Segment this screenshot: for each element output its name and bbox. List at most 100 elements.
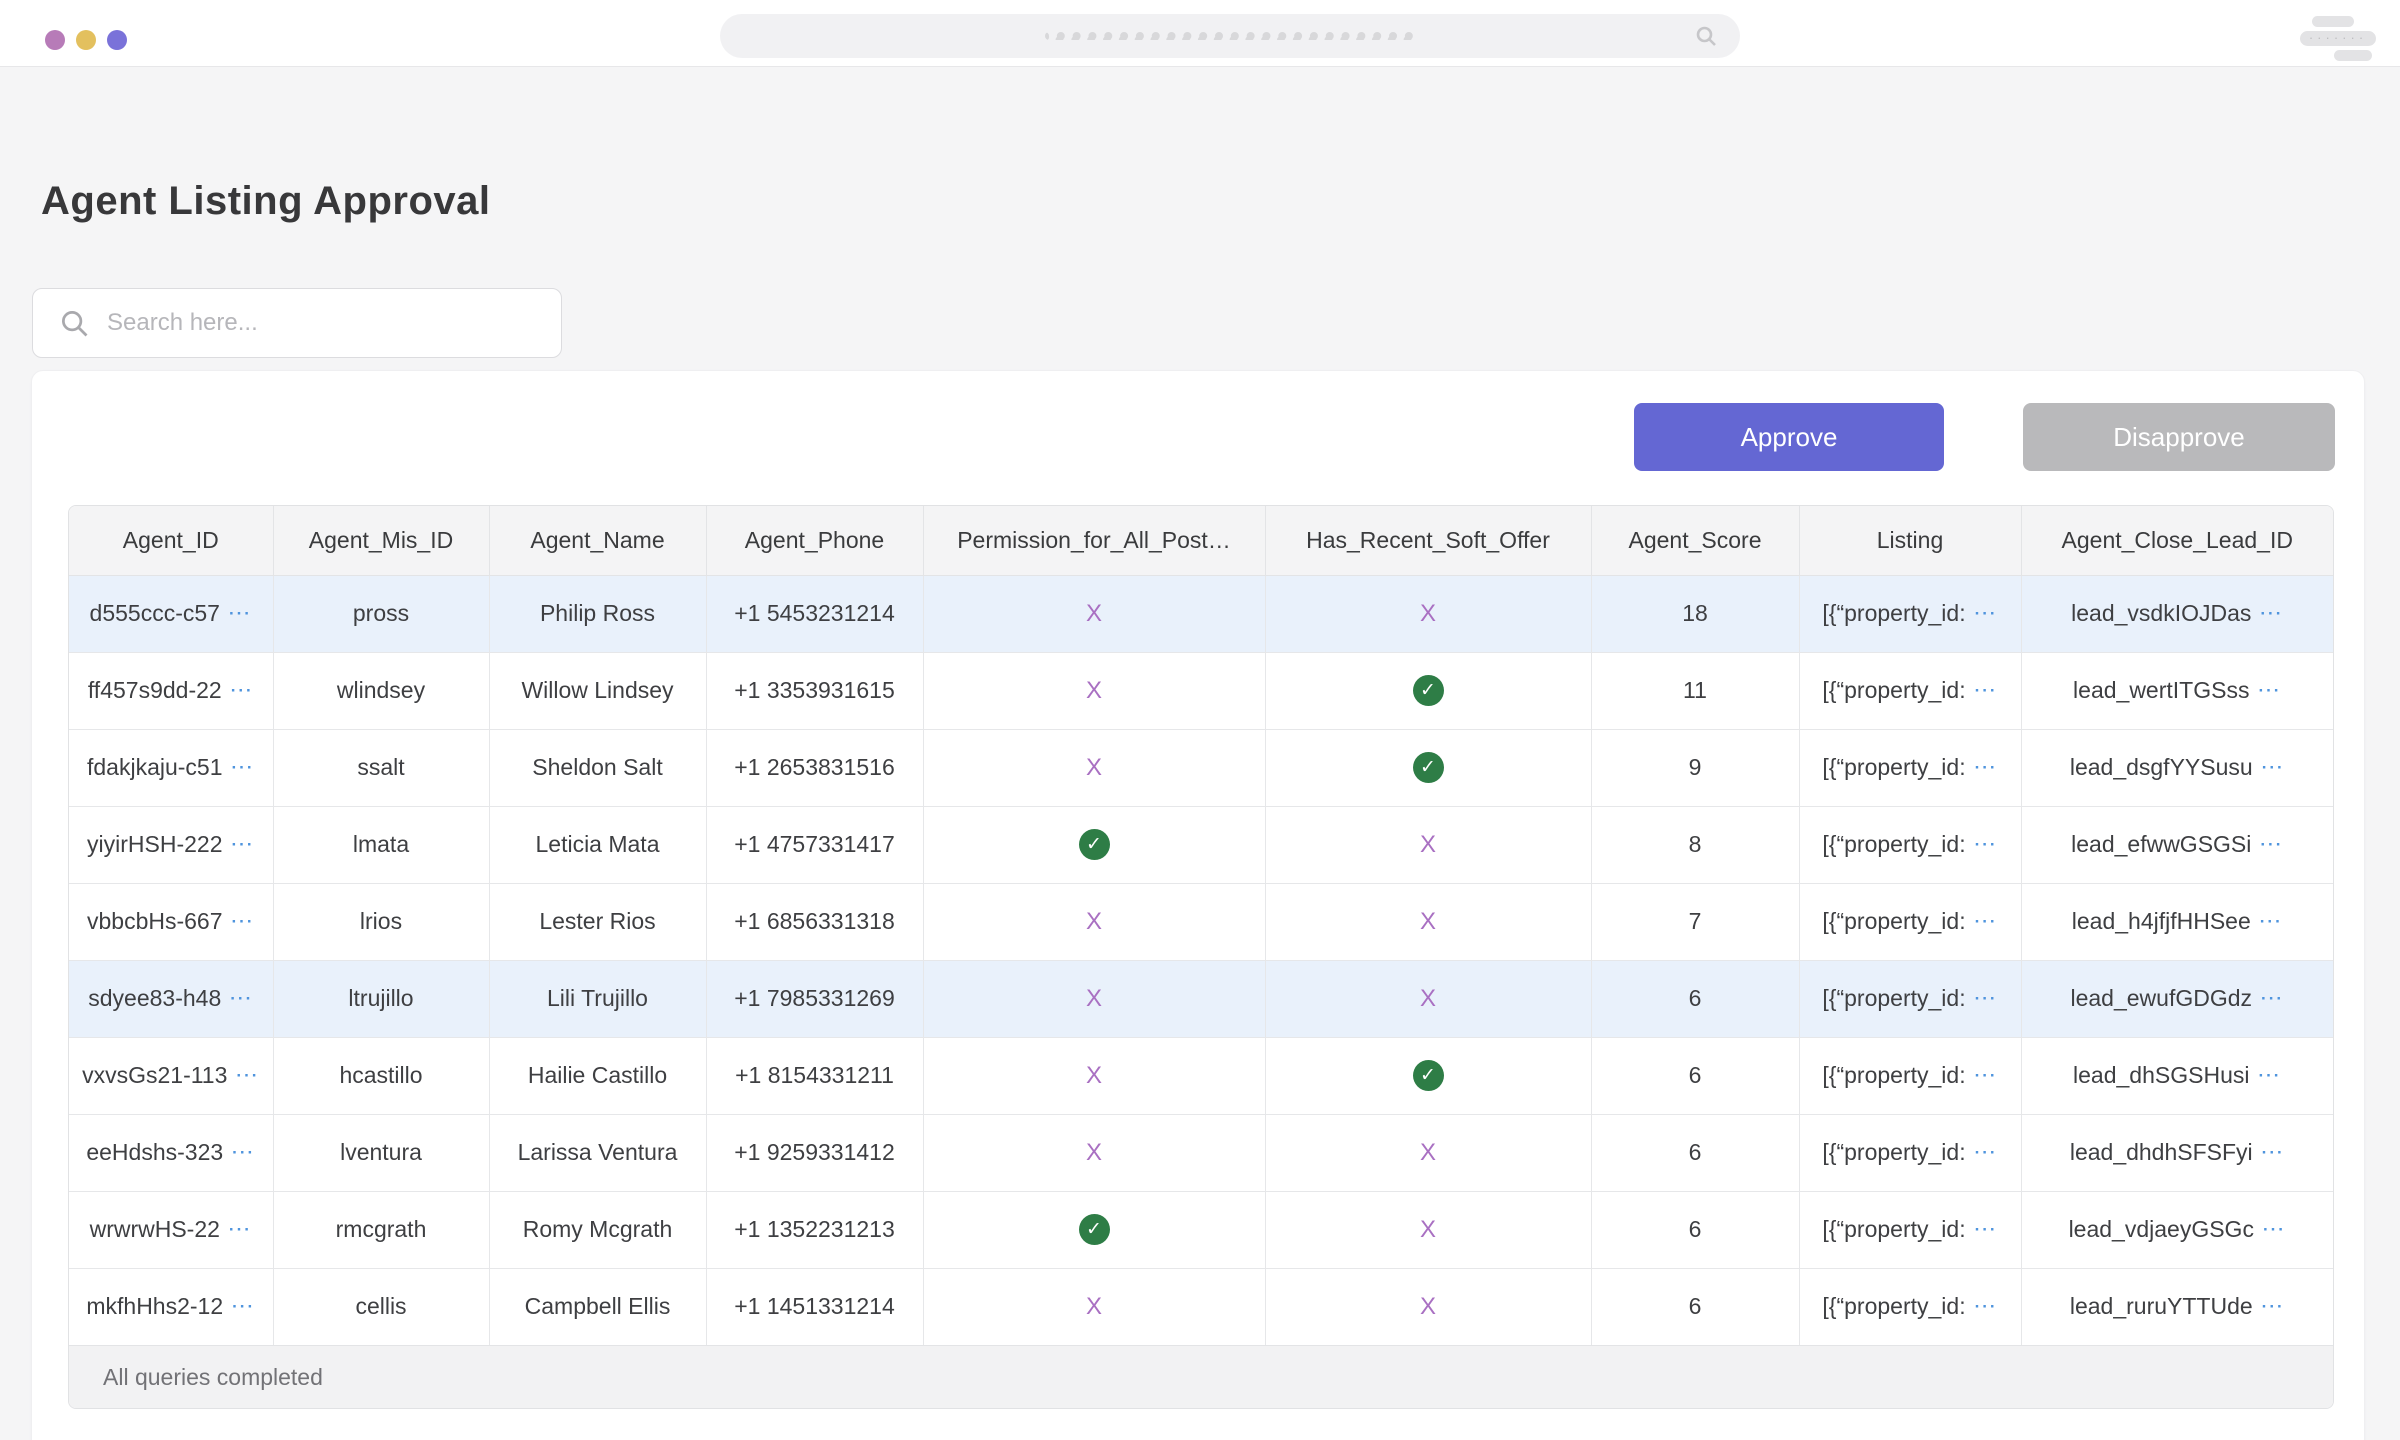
table-row[interactable]: fdakjkaju-c51··· ssalt Sheldon Salt +1 2… <box>69 729 2333 806</box>
agent-name-cell[interactable]: Lili Trujillo <box>489 960 706 1037</box>
soft-offer-cell[interactable]: X✓ <box>1265 1191 1591 1268</box>
truncation-ellipsis-icon[interactable]: ··· <box>229 1220 252 1239</box>
truncation-ellipsis-icon[interactable]: ··· <box>2260 835 2283 854</box>
truncation-ellipsis-icon[interactable]: ··· <box>2263 1220 2286 1239</box>
truncation-ellipsis-icon[interactable]: ··· <box>230 989 253 1008</box>
table-row[interactable]: mkfhHhs2-12··· cellis Campbell Ellis +1 … <box>69 1268 2333 1345</box>
truncation-ellipsis-icon[interactable]: ··· <box>2260 912 2283 931</box>
table-row[interactable]: yiyirHSH-222··· lmata Leticia Mata +1 47… <box>69 806 2333 883</box>
agent-name-cell[interactable]: Romy Mcgrath <box>489 1191 706 1268</box>
permission-cell[interactable]: X✓ <box>923 1191 1265 1268</box>
listing-cell[interactable]: [{“property_id:··· <box>1799 575 2021 652</box>
agent-id-cell[interactable]: yiyirHSH-222··· <box>69 806 273 883</box>
agent-name-cell[interactable]: Philip Ross <box>489 575 706 652</box>
soft-offer-cell[interactable]: X✓ <box>1265 806 1591 883</box>
agent-id-cell[interactable]: wrwrwHS-22··· <box>69 1191 273 1268</box>
lead-id-cell[interactable]: lead_vdjaeyGSGc··· <box>2021 1191 2333 1268</box>
agent-name-cell[interactable]: Sheldon Salt <box>489 729 706 806</box>
disapprove-button[interactable]: Disapprove <box>2023 403 2335 471</box>
table-row[interactable]: sdyee83-h48··· ltrujillo Lili Trujillo +… <box>69 960 2333 1037</box>
truncation-ellipsis-icon[interactable]: ··· <box>236 1066 259 1085</box>
agent-score-cell[interactable]: 6 <box>1591 1191 1799 1268</box>
truncation-ellipsis-icon[interactable]: ··· <box>1975 1066 1998 1085</box>
agent-name-cell[interactable]: Campbell Ellis <box>489 1268 706 1345</box>
truncation-ellipsis-icon[interactable]: ··· <box>232 1297 255 1316</box>
permission-cell[interactable]: X✓ <box>923 1037 1265 1114</box>
truncation-ellipsis-icon[interactable]: ··· <box>2262 758 2285 777</box>
lead-id-cell[interactable]: lead_vsdkIOJDas··· <box>2021 575 2333 652</box>
listing-cell[interactable]: [{“property_id:··· <box>1799 729 2021 806</box>
agent-mis-id-cell[interactable]: rmcgrath <box>273 1191 489 1268</box>
search-input[interactable] <box>107 309 537 337</box>
soft-offer-cell[interactable]: X✓ <box>1265 1114 1591 1191</box>
agent-id-cell[interactable]: mkfhHhs2-12··· <box>69 1268 273 1345</box>
agent-name-cell[interactable]: Leticia Mata <box>489 806 706 883</box>
agent-name-cell[interactable]: Lester Rios <box>489 883 706 960</box>
agent-id-cell[interactable]: vbbcbHs-667··· <box>69 883 273 960</box>
window-minimize-dot[interactable] <box>76 30 96 50</box>
table-row[interactable]: d555ccc-c57··· pross Philip Ross +1 5453… <box>69 575 2333 652</box>
browser-address-bar[interactable] <box>720 14 1740 58</box>
agent-score-cell[interactable]: 7 <box>1591 883 1799 960</box>
permission-cell[interactable]: X✓ <box>923 960 1265 1037</box>
lead-id-cell[interactable]: lead_h4jfjfHHSee··· <box>2021 883 2333 960</box>
agent-name-cell[interactable]: Willow Lindsey <box>489 652 706 729</box>
agent-score-cell[interactable]: 9 <box>1591 729 1799 806</box>
lead-id-cell[interactable]: lead_efwwGSGSi··· <box>2021 806 2333 883</box>
listing-cell[interactable]: [{“property_id:··· <box>1799 1268 2021 1345</box>
agent-mis-id-cell[interactable]: hcastillo <box>273 1037 489 1114</box>
truncation-ellipsis-icon[interactable]: ··· <box>1975 758 1998 777</box>
agent-score-cell[interactable]: 6 <box>1591 1037 1799 1114</box>
agent-phone-cell[interactable]: +1 5453231214 <box>706 575 923 652</box>
truncation-ellipsis-icon[interactable]: ··· <box>1975 1297 1998 1316</box>
lead-id-cell[interactable]: lead_ruruYTTUde··· <box>2021 1268 2333 1345</box>
permission-cell[interactable]: X✓ <box>923 729 1265 806</box>
approve-button[interactable]: Approve <box>1634 403 1944 471</box>
listing-cell[interactable]: [{“property_id:··· <box>1799 960 2021 1037</box>
agent-score-cell[interactable]: 6 <box>1591 1114 1799 1191</box>
agent-phone-cell[interactable]: +1 6856331318 <box>706 883 923 960</box>
lead-id-cell[interactable]: lead_dhSGSHusi··· <box>2021 1037 2333 1114</box>
agent-mis-id-cell[interactable]: wlindsey <box>273 652 489 729</box>
agent-score-cell[interactable]: 6 <box>1591 1268 1799 1345</box>
agent-mis-id-cell[interactable]: ssalt <box>273 729 489 806</box>
soft-offer-cell[interactable]: X✓ <box>1265 575 1591 652</box>
agent-score-cell[interactable]: 6 <box>1591 960 1799 1037</box>
soft-offer-cell[interactable]: X✓ <box>1265 1268 1591 1345</box>
truncation-ellipsis-icon[interactable]: ··· <box>232 1143 255 1162</box>
table-row[interactable]: wrwrwHS-22··· rmcgrath Romy Mcgrath +1 1… <box>69 1191 2333 1268</box>
permission-cell[interactable]: X✓ <box>923 1268 1265 1345</box>
agent-phone-cell[interactable]: +1 1451331214 <box>706 1268 923 1345</box>
listing-cell[interactable]: [{“property_id:··· <box>1799 652 2021 729</box>
agent-mis-id-cell[interactable]: lrios <box>273 883 489 960</box>
agent-name-cell[interactable]: Larissa Ventura <box>489 1114 706 1191</box>
agent-id-cell[interactable]: fdakjkaju-c51··· <box>69 729 273 806</box>
truncation-ellipsis-icon[interactable]: ··· <box>1975 681 1998 700</box>
agent-id-cell[interactable]: vxvsGs21-113··· <box>69 1037 273 1114</box>
soft-offer-cell[interactable]: X✓ <box>1265 1037 1591 1114</box>
agent-phone-cell[interactable]: +1 7985331269 <box>706 960 923 1037</box>
truncation-ellipsis-icon[interactable]: ··· <box>2260 604 2283 623</box>
agent-name-cell[interactable]: Hailie Castillo <box>489 1037 706 1114</box>
agent-score-cell[interactable]: 8 <box>1591 806 1799 883</box>
table-row[interactable]: eeHdshs-323··· lventura Larissa Ventura … <box>69 1114 2333 1191</box>
agent-score-cell[interactable]: 18 <box>1591 575 1799 652</box>
soft-offer-cell[interactable]: X✓ <box>1265 729 1591 806</box>
agent-phone-cell[interactable]: +1 4757331417 <box>706 806 923 883</box>
truncation-ellipsis-icon[interactable]: ··· <box>1975 835 1998 854</box>
truncation-ellipsis-icon[interactable]: ··· <box>229 604 252 623</box>
agent-phone-cell[interactable]: +1 2653831516 <box>706 729 923 806</box>
permission-cell[interactable]: X✓ <box>923 652 1265 729</box>
truncation-ellipsis-icon[interactable]: ··· <box>232 835 255 854</box>
window-close-dot[interactable] <box>45 30 65 50</box>
table-row[interactable]: vxvsGs21-113··· hcastillo Hailie Castill… <box>69 1037 2333 1114</box>
listing-cell[interactable]: [{“property_id:··· <box>1799 1037 2021 1114</box>
truncation-ellipsis-icon[interactable]: ··· <box>2258 1066 2281 1085</box>
listing-cell[interactable]: [{“property_id:··· <box>1799 1191 2021 1268</box>
table-row[interactable]: ff457s9dd-22··· wlindsey Willow Lindsey … <box>69 652 2333 729</box>
agent-id-cell[interactable]: eeHdshs-323··· <box>69 1114 273 1191</box>
truncation-ellipsis-icon[interactable]: ··· <box>1975 1220 1998 1239</box>
listing-cell[interactable]: [{“property_id:··· <box>1799 806 2021 883</box>
agent-id-cell[interactable]: d555ccc-c57··· <box>69 575 273 652</box>
search-icon[interactable] <box>1694 24 1718 48</box>
